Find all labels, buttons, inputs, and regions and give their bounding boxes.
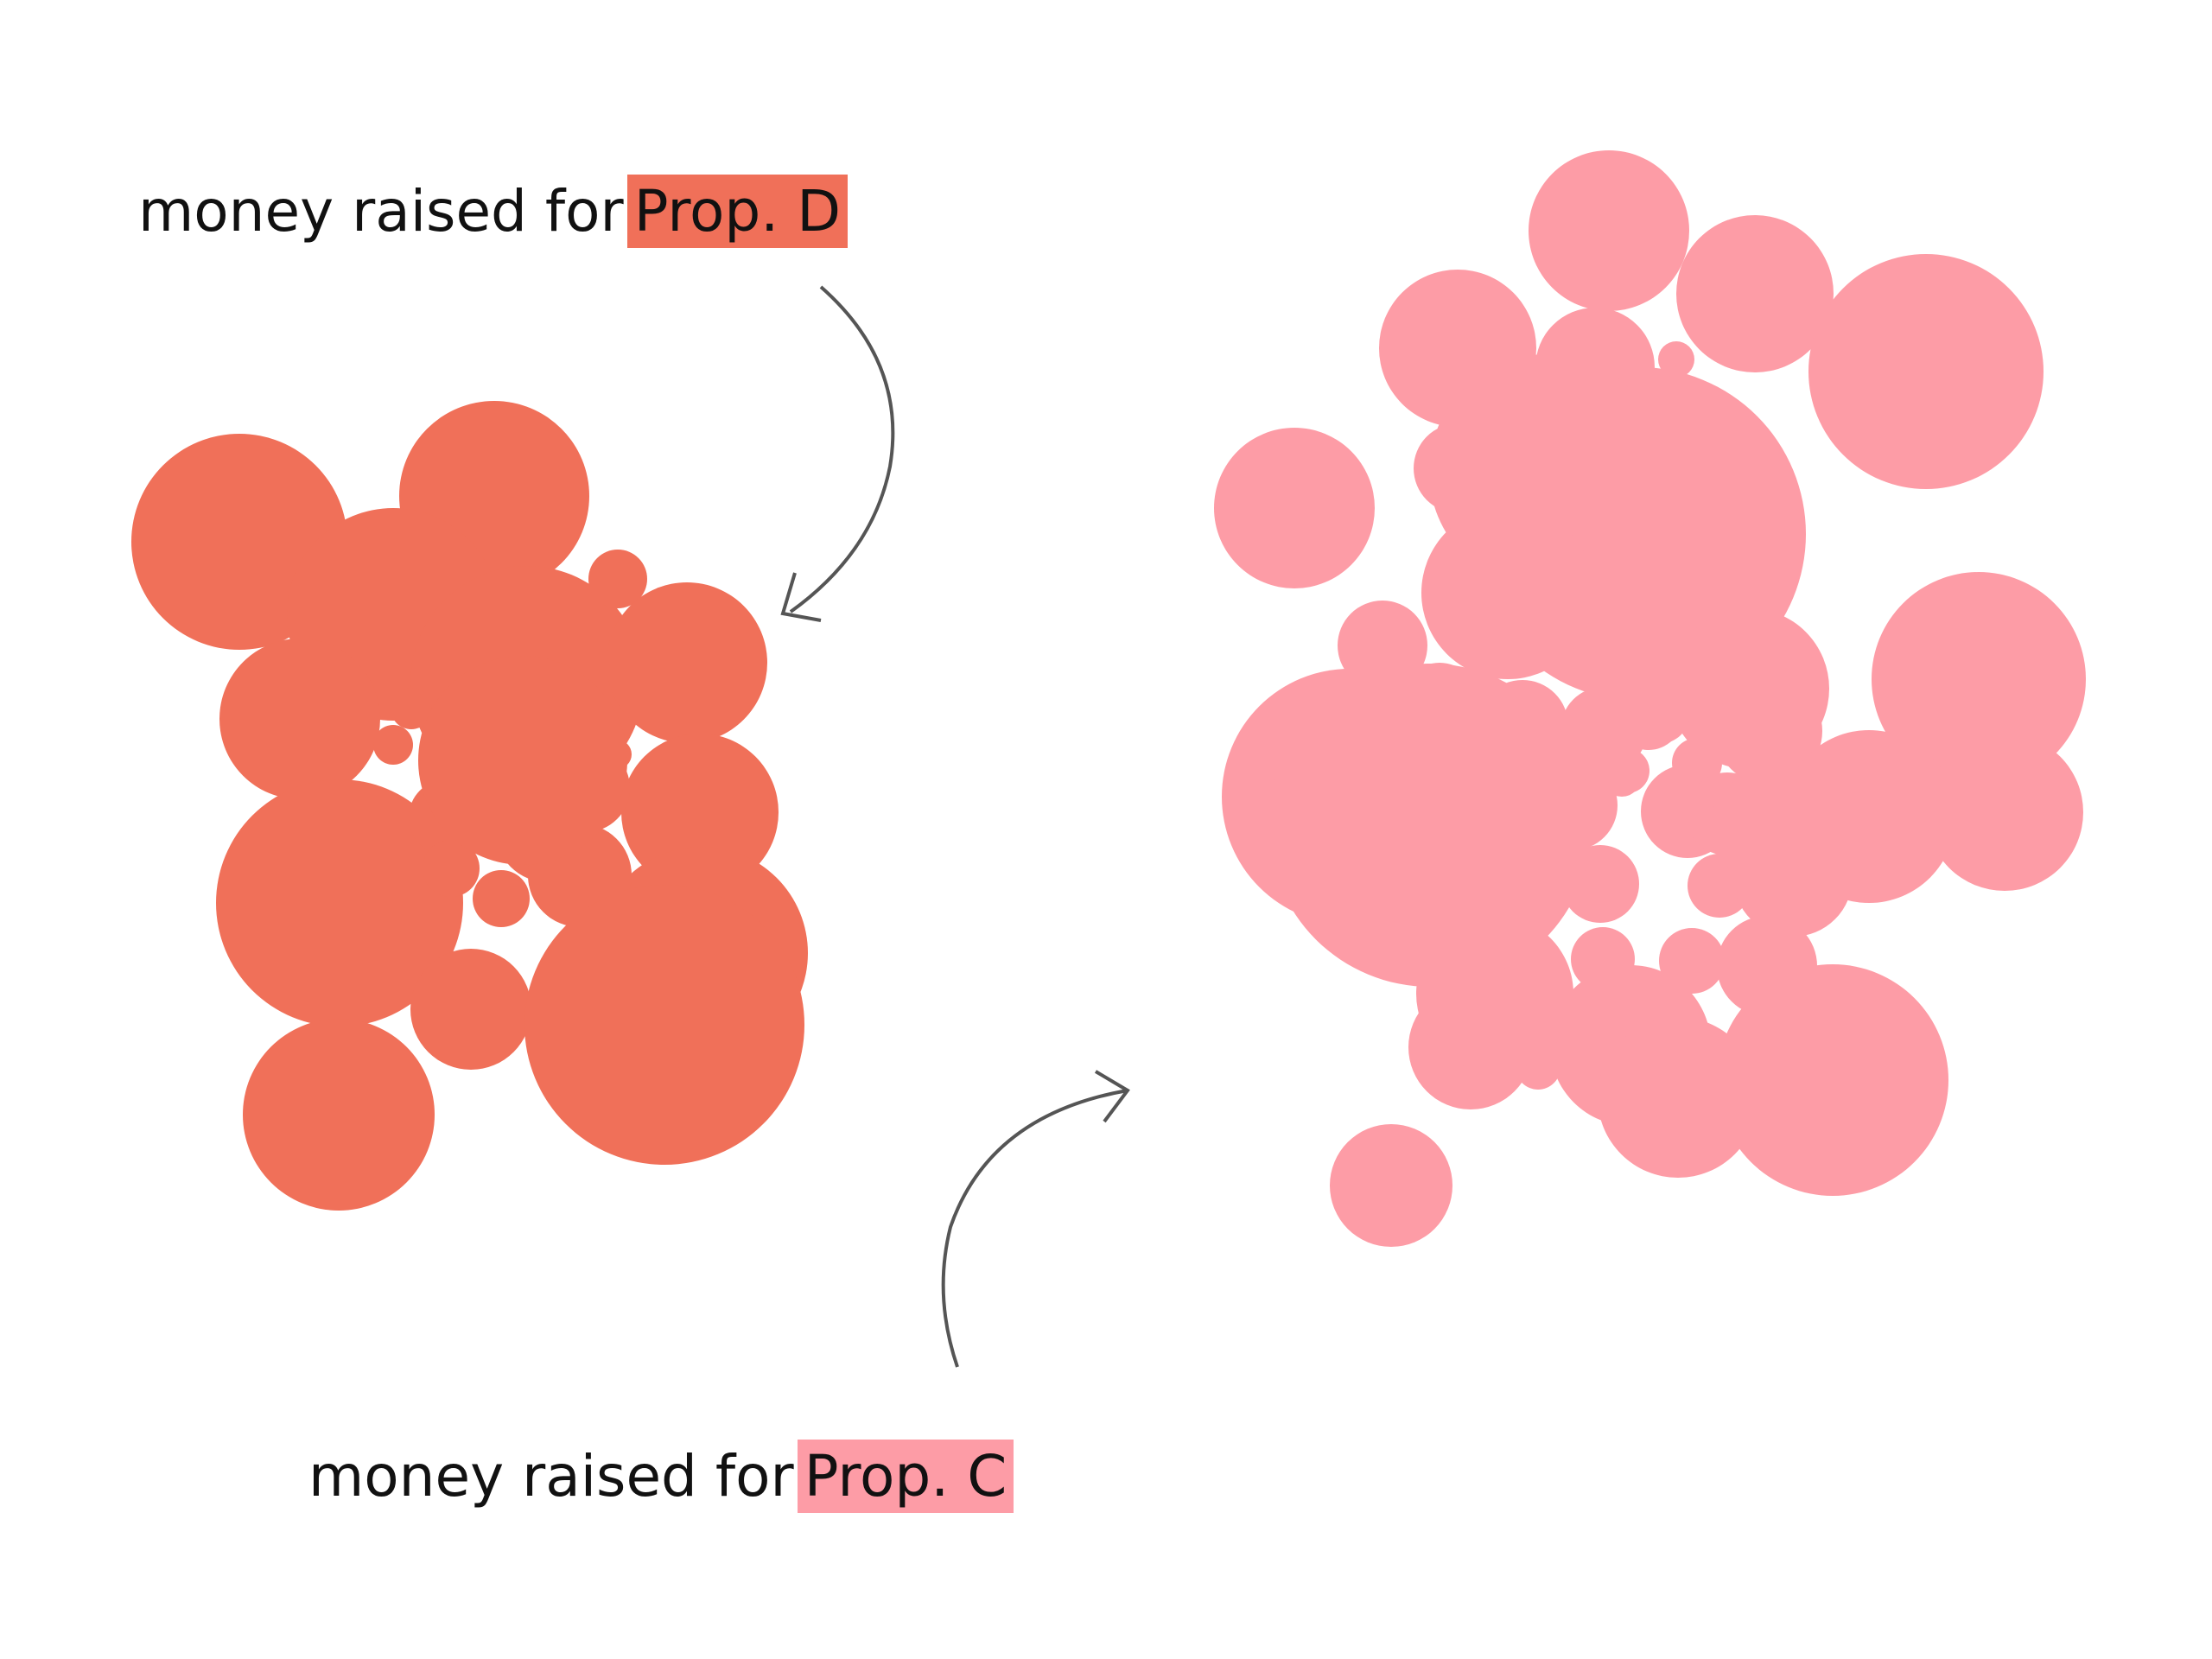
- prop-c-bubble: [1659, 928, 1725, 994]
- prop-d-bubble: [373, 725, 413, 765]
- prop-d-bubble: [473, 870, 530, 927]
- prop-c-bubble: [1783, 730, 1955, 903]
- prop-d-bubble: [423, 840, 480, 897]
- arrow-curve-prop-d: [789, 285, 895, 613]
- prop-d-bubble: [524, 885, 804, 1165]
- prop-d-bubble: [588, 550, 647, 608]
- prop-c-bubble: [1268, 664, 1592, 987]
- prop-c-bubble: [1926, 734, 2083, 891]
- arrow-to-prop-d: [780, 285, 895, 622]
- prop-c-bubble: [1214, 428, 1375, 588]
- prop-d-label: money raised for Prop. D: [138, 175, 849, 248]
- prop-c-bubble: [1357, 617, 1413, 672]
- arrow-to-prop-c: [941, 1070, 1130, 1368]
- prop-d-bubble: [621, 734, 779, 891]
- prop-c-bubble: [1560, 687, 1647, 773]
- prop-c-bubble: [1872, 572, 2086, 786]
- prop-c-bubble: [1715, 677, 1822, 785]
- prop-c-label-name: Prop. C: [797, 1440, 1014, 1513]
- prop-d-bubble: [607, 582, 767, 743]
- prop-c-label: money raised for Prop. C: [308, 1440, 1014, 1513]
- prop-d-label-prefix: money raised for: [138, 178, 624, 245]
- arrow-head-prop-d: [780, 572, 822, 622]
- prop-d-bubble: [216, 779, 463, 1027]
- prop-d-bubble: [243, 1019, 435, 1211]
- prop-d-bubble: [219, 639, 380, 799]
- prop-c-bubble: [1421, 506, 1594, 679]
- prop-c-bubble: [1658, 341, 1694, 378]
- prop-c-bubble: [1330, 1124, 1452, 1247]
- prop-d-bubble-group: [131, 401, 808, 1211]
- prop-c-bubble-group: [1214, 150, 2086, 1247]
- prop-c-bubble: [1672, 738, 1722, 788]
- prop-c-bubble: [1808, 254, 2044, 489]
- prop-c-bubble: [1598, 1017, 1758, 1178]
- prop-d-bubble: [391, 688, 432, 729]
- prop-c-bubble: [1529, 150, 1689, 311]
- prop-c-bubble: [1571, 927, 1635, 991]
- prop-c-bubble: [1676, 215, 1834, 372]
- prop-c-bubble: [1579, 646, 1624, 691]
- arrow-curve-prop-c: [941, 1089, 1128, 1368]
- prop-d-bubble: [418, 656, 627, 865]
- prop-c-label-prefix: money raised for: [308, 1443, 794, 1510]
- prop-d-bubble: [410, 949, 531, 1070]
- prop-c-bubble: [1717, 964, 1948, 1196]
- prop-c-bubble: [1510, 430, 1588, 508]
- arrow-head-prop-c: [1094, 1070, 1130, 1123]
- prop-d-label-name: Prop. D: [626, 175, 849, 248]
